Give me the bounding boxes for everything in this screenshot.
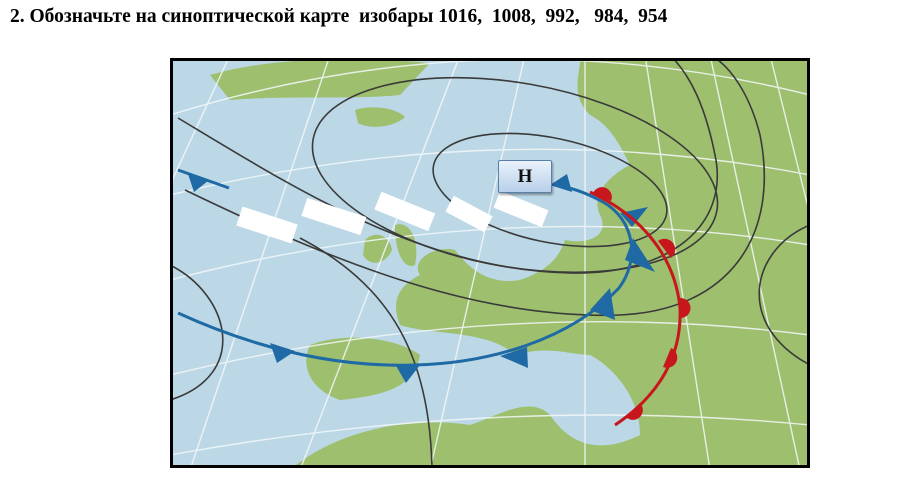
graticule [173, 61, 807, 465]
cold-front [177, 168, 655, 383]
warm-front [589, 187, 691, 427]
isobar [758, 225, 807, 365]
isobar-label-blank [236, 206, 298, 244]
isobar [173, 265, 224, 400]
isobar [184, 61, 766, 317]
synoptic-map: Н [170, 58, 810, 468]
isobar [299, 237, 433, 465]
isobar [177, 61, 718, 274]
isobar [432, 132, 668, 248]
task-title: 2. Обозначьте на синоптической карте изо… [10, 6, 668, 27]
pressure-center-label: Н [498, 160, 552, 193]
isobars [173, 61, 807, 465]
isobar-label-blank [301, 197, 367, 236]
isobar-label-blank [493, 190, 549, 228]
land [210, 61, 807, 465]
isobar-label-blank [445, 195, 493, 233]
isobar-label-blanks [236, 190, 549, 244]
map-drawing [173, 61, 807, 465]
isobar-label-blank [374, 191, 436, 232]
